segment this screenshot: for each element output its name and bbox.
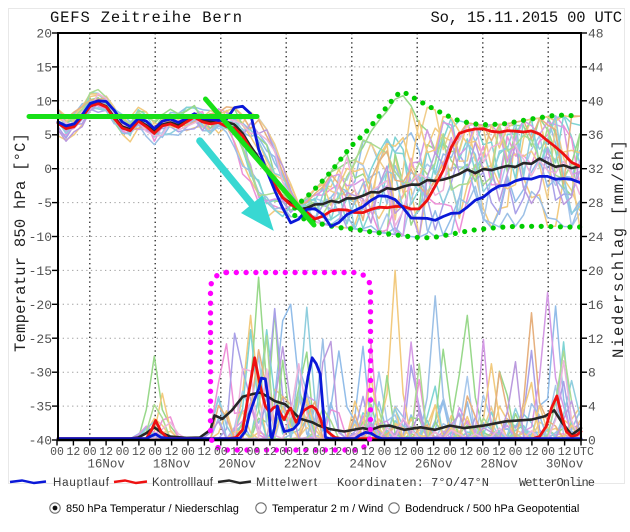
svg-text:12: 12 xyxy=(361,446,375,459)
svg-text:-10: -10 xyxy=(29,230,52,245)
svg-text:12: 12 xyxy=(492,446,506,459)
svg-text:-5: -5 xyxy=(36,196,52,211)
svg-text:4: 4 xyxy=(588,400,596,415)
svg-text:36: 36 xyxy=(588,128,604,143)
svg-text:-20: -20 xyxy=(29,298,52,313)
svg-text:Temperatur 2 m / Wind: Temperatur 2 m / Wind xyxy=(272,503,383,515)
svg-text:18Nov: 18Nov xyxy=(153,458,191,472)
svg-text:30Nov: 30Nov xyxy=(546,458,584,472)
svg-text:16: 16 xyxy=(588,298,604,313)
svg-text:00: 00 xyxy=(410,446,424,459)
svg-text:00: 00 xyxy=(247,446,261,459)
svg-text:So, 15.11.2015 00 UTC: So, 15.11.2015 00 UTC xyxy=(431,9,623,27)
svg-text:16Nov: 16Nov xyxy=(87,458,125,472)
svg-text:00: 00 xyxy=(181,446,195,459)
svg-text:12: 12 xyxy=(197,446,211,459)
svg-text:850 hPa Temperatur / Niedersch: 850 hPa Temperatur / Niederschlag xyxy=(66,503,239,515)
svg-text:-15: -15 xyxy=(29,264,52,279)
svg-text:12: 12 xyxy=(588,332,604,347)
svg-text:12: 12 xyxy=(394,446,408,459)
svg-text:00: 00 xyxy=(312,446,326,459)
svg-text:00: 00 xyxy=(214,446,228,459)
svg-text:Mittelwert: Mittelwert xyxy=(256,477,318,489)
svg-text:00: 00 xyxy=(279,446,293,459)
svg-text:32: 32 xyxy=(588,162,604,177)
svg-text:12: 12 xyxy=(263,446,277,459)
svg-text:00: 00 xyxy=(116,446,130,459)
svg-text:-40: -40 xyxy=(29,434,52,449)
svg-text:Koordinaten: 7°O/47°N: Koordinaten: 7°O/47°N xyxy=(337,476,489,490)
svg-text:UTC: UTC xyxy=(573,446,594,459)
svg-text:00: 00 xyxy=(509,446,523,459)
svg-text:00: 00 xyxy=(378,446,392,459)
svg-text:12: 12 xyxy=(99,446,113,459)
svg-text:12: 12 xyxy=(427,446,441,459)
svg-text:00: 00 xyxy=(83,446,97,459)
svg-text:Hauptlauf: Hauptlauf xyxy=(53,477,110,489)
svg-text:-35: -35 xyxy=(29,400,52,415)
svg-text:20: 20 xyxy=(588,264,604,279)
svg-text:26Nov: 26Nov xyxy=(415,458,453,472)
svg-text:22Nov: 22Nov xyxy=(284,458,322,472)
svg-text:GEFS Zeitreihe Bern: GEFS Zeitreihe Bern xyxy=(50,9,242,27)
svg-text:Kontrolllauf: Kontrolllauf xyxy=(152,477,214,489)
svg-text:8: 8 xyxy=(588,366,596,381)
svg-text:28Nov: 28Nov xyxy=(480,458,518,472)
svg-text:44: 44 xyxy=(588,60,604,75)
svg-text:12: 12 xyxy=(132,446,146,459)
svg-text:24: 24 xyxy=(588,230,604,245)
svg-text:Temperatur 850 hPa [°C]: Temperatur 850 hPa [°C] xyxy=(12,133,30,352)
svg-text:48: 48 xyxy=(588,27,604,42)
svg-text:12: 12 xyxy=(328,446,342,459)
svg-text:40: 40 xyxy=(588,94,604,109)
svg-text:12: 12 xyxy=(459,446,473,459)
svg-text:20Nov: 20Nov xyxy=(218,458,256,472)
svg-text:00: 00 xyxy=(345,446,359,459)
svg-text:12: 12 xyxy=(66,446,80,459)
svg-text:00: 00 xyxy=(476,446,490,459)
svg-text:12: 12 xyxy=(525,446,539,459)
svg-text:12: 12 xyxy=(230,446,244,459)
svg-text:0: 0 xyxy=(44,162,52,177)
svg-text:-25: -25 xyxy=(29,332,52,347)
svg-text:-30: -30 xyxy=(29,366,52,381)
svg-text:12: 12 xyxy=(296,446,310,459)
svg-text:00: 00 xyxy=(541,446,555,459)
svg-text:5: 5 xyxy=(44,128,52,143)
svg-text:Bodendruck / 500 hPa Geopotent: Bodendruck / 500 hPa Geopotential xyxy=(405,503,579,515)
svg-text:12: 12 xyxy=(558,446,572,459)
svg-text:00: 00 xyxy=(148,446,162,459)
svg-text:00: 00 xyxy=(50,446,64,459)
svg-text:15: 15 xyxy=(36,60,52,75)
svg-text:28: 28 xyxy=(588,196,604,211)
svg-text:24Nov: 24Nov xyxy=(349,458,387,472)
svg-text:0: 0 xyxy=(588,434,596,449)
svg-text:20: 20 xyxy=(36,27,52,42)
svg-text:10: 10 xyxy=(36,94,52,109)
svg-text:12: 12 xyxy=(165,446,179,459)
svg-text:00: 00 xyxy=(443,446,457,459)
svg-text:WetterOnline: WetterOnline xyxy=(519,476,595,490)
